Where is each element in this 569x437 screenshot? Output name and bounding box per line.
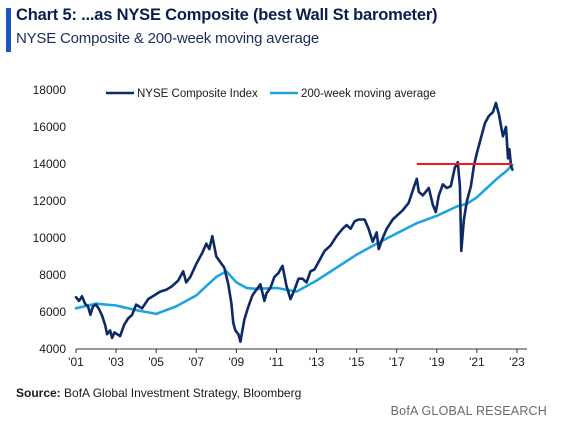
source-note: Source: BofA Global Investment Strategy,…: [16, 386, 301, 400]
chart-axes: '01 '03 '05 '07 '09 '11 '13 '15 '17 '19 '21 '23 4000…: [33, 83, 527, 369]
series-layer: [74, 101, 514, 343]
source-text: BofA Global Investment Strategy, Bloombe…: [64, 386, 302, 400]
chart-title: Chart 5: ...as NYSE Composite (best Wall…: [16, 6, 438, 24]
brand-label: BofA GLOBAL RESEARCH: [390, 404, 547, 418]
x-tick-label: '05: [148, 355, 164, 369]
series-line-200-week-ma: [74, 163, 514, 316]
source-label: Source:: [16, 386, 61, 400]
x-tick-label: '03: [108, 355, 124, 369]
x-tick-label: '11: [269, 355, 284, 369]
x-tick-label: '13: [309, 355, 325, 369]
series-line-nyse-composite: [74, 101, 514, 343]
y-tick-label: 14000: [33, 157, 67, 171]
y-tick-label: 4000: [39, 342, 66, 356]
legend-label: NYSE Composite Index: [137, 88, 258, 100]
legend-item-200-week-ma: 200-week moving average: [270, 88, 436, 100]
x-tick-label: '07: [188, 355, 204, 369]
x-tick-label: '09: [229, 355, 245, 369]
y-tick-label: 18000: [33, 83, 67, 97]
y-tick-label: 8000: [39, 268, 66, 282]
y-tick-label: 6000: [39, 305, 66, 319]
y-tick-label: 16000: [33, 120, 67, 134]
accent-bar: [6, 8, 11, 52]
x-tick-label: '23: [509, 355, 525, 369]
x-tick-label: '21: [469, 355, 485, 369]
chart-legend: NYSE Composite Index 200-week moving aver…: [106, 88, 436, 100]
x-tick-label: '17: [389, 355, 405, 369]
legend-item-nyse-composite: NYSE Composite Index: [106, 88, 258, 100]
y-tick-label: 10000: [33, 231, 67, 245]
chart-subtitle: NYSE Composite & 200-week moving average: [16, 30, 319, 47]
x-tick-label: '15: [349, 355, 365, 369]
legend-label: 200-week moving average: [301, 88, 436, 100]
y-tick-label: 12000: [33, 194, 67, 208]
x-tick-label: '19: [429, 355, 445, 369]
x-tick-label: '01: [68, 355, 84, 369]
